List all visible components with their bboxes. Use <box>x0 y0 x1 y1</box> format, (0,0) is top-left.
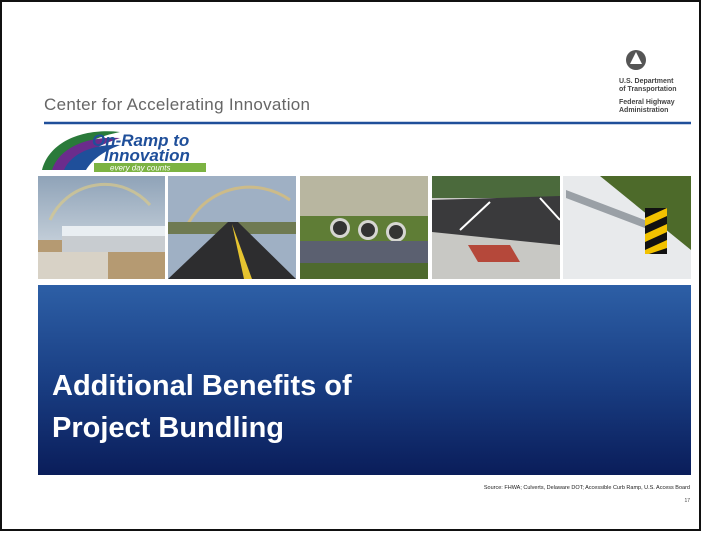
agency-text: Administration <box>619 107 668 114</box>
agency-text: Federal Highway <box>619 99 675 106</box>
agency-text: of Transportation <box>619 86 677 93</box>
photo-curb-ramp <box>432 176 560 279</box>
photo-road <box>168 176 296 279</box>
header-title: Center for Accelerating Innovation <box>44 95 310 114</box>
page-number: 17 <box>684 498 690 504</box>
source-note: Source: FHWA; Culverts, Delaware DOT; Ac… <box>484 485 690 491</box>
photo-strip <box>38 176 691 279</box>
slide-title: Project Bundling <box>52 412 284 444</box>
logo-tagline: every day counts <box>110 164 170 173</box>
agency-text: U.S. Department <box>619 78 674 85</box>
slide-title: Additional Benefits of <box>52 370 352 402</box>
photo-bridge <box>38 176 165 279</box>
photo-guardrail <box>563 176 691 279</box>
slide: Center for Accelerating Innovation U.S. … <box>0 0 701 531</box>
logo-text: Innovation <box>104 146 190 165</box>
photo-culverts <box>300 176 428 279</box>
